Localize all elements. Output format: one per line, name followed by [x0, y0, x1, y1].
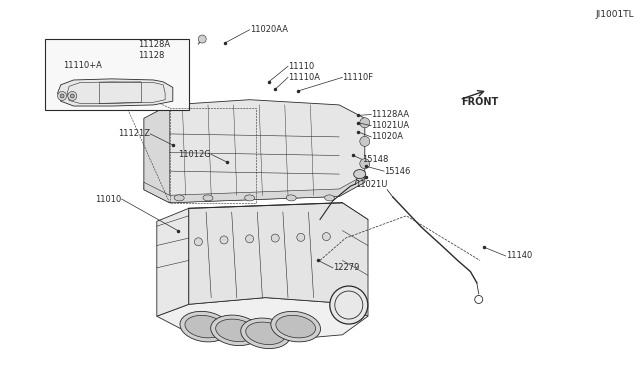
Text: 11128A: 11128A	[138, 40, 170, 49]
Polygon shape	[144, 175, 365, 203]
Text: 12279: 12279	[333, 263, 359, 272]
Polygon shape	[144, 105, 170, 203]
Text: 11110+A: 11110+A	[63, 61, 102, 70]
Ellipse shape	[211, 315, 260, 346]
Text: 11020AA: 11020AA	[250, 25, 287, 34]
Text: 15146: 15146	[384, 167, 410, 176]
Circle shape	[360, 159, 370, 169]
Circle shape	[271, 234, 279, 242]
Text: FRONT: FRONT	[461, 97, 498, 107]
Circle shape	[198, 35, 206, 43]
Ellipse shape	[244, 195, 255, 201]
Text: JI1001TL: JI1001TL	[595, 10, 634, 19]
Ellipse shape	[180, 311, 230, 342]
Polygon shape	[144, 100, 365, 203]
Text: 11128AA: 11128AA	[371, 110, 410, 119]
Text: 11021U: 11021U	[355, 180, 388, 189]
Text: 15148: 15148	[362, 155, 388, 164]
Circle shape	[360, 137, 370, 146]
Polygon shape	[157, 208, 189, 316]
Ellipse shape	[203, 195, 213, 201]
Ellipse shape	[324, 195, 335, 201]
Text: 11140: 11140	[506, 251, 532, 260]
Text: 11012G: 11012G	[179, 150, 211, 159]
Ellipse shape	[216, 319, 255, 341]
Ellipse shape	[271, 311, 321, 342]
Circle shape	[297, 233, 305, 241]
Ellipse shape	[174, 195, 184, 201]
Circle shape	[220, 236, 228, 244]
Polygon shape	[58, 79, 173, 106]
Circle shape	[58, 92, 67, 100]
Circle shape	[246, 235, 253, 243]
Ellipse shape	[330, 286, 368, 324]
Text: 11128: 11128	[138, 51, 164, 60]
Text: 11020A: 11020A	[371, 132, 403, 141]
Ellipse shape	[354, 170, 365, 179]
Text: 11110F: 11110F	[342, 73, 374, 82]
Polygon shape	[157, 298, 368, 341]
Text: 11021UA: 11021UA	[371, 121, 410, 130]
Bar	[45, 39, 189, 110]
Text: 11110A: 11110A	[288, 73, 320, 82]
Circle shape	[360, 118, 370, 128]
Text: 11110: 11110	[288, 62, 314, 71]
Ellipse shape	[276, 315, 316, 338]
Circle shape	[323, 232, 330, 241]
Ellipse shape	[286, 195, 296, 201]
Text: 11010: 11010	[95, 195, 122, 203]
Circle shape	[60, 94, 64, 98]
Text: 11121Z: 11121Z	[118, 129, 150, 138]
Ellipse shape	[246, 322, 285, 344]
Ellipse shape	[241, 318, 291, 349]
Ellipse shape	[185, 315, 225, 338]
Circle shape	[68, 92, 77, 100]
Circle shape	[195, 238, 202, 246]
Polygon shape	[189, 203, 368, 316]
Circle shape	[70, 94, 74, 98]
